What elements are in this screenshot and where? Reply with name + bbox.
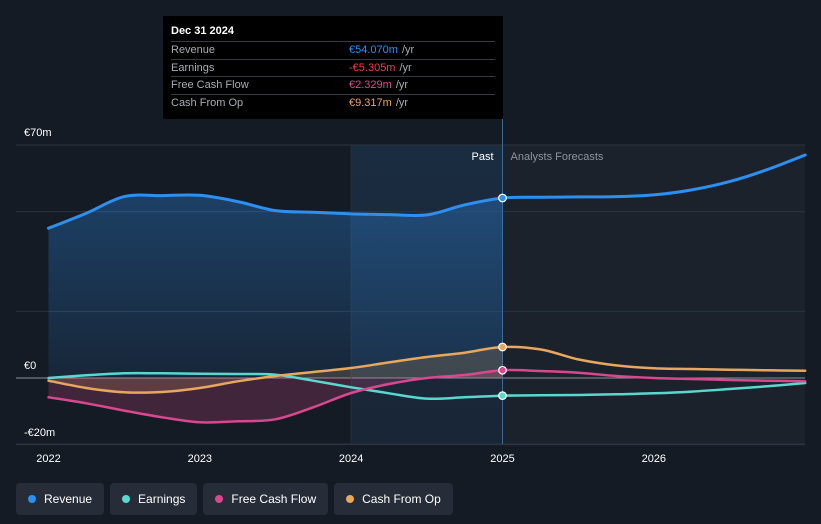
legend-item-free-cash-flow[interactable]: Free Cash Flow bbox=[203, 483, 329, 515]
tooltip-unit: /yr bbox=[401, 44, 415, 56]
marker-earnings bbox=[498, 391, 507, 401]
legend-item-revenue[interactable]: Revenue bbox=[16, 483, 105, 515]
line-cash-from-op bbox=[47, 345, 807, 394]
past-label: Past bbox=[471, 151, 493, 163]
y-tick-label: €0 bbox=[24, 360, 36, 372]
legend-dot-icon bbox=[346, 495, 355, 503]
legend-item-earnings[interactable]: Earnings bbox=[110, 483, 198, 515]
y-tick-label: €70m bbox=[24, 127, 52, 139]
legend-label: Revenue bbox=[44, 492, 93, 506]
tooltip-value: €9.317m bbox=[349, 96, 392, 109]
legend-label: Earnings bbox=[138, 492, 186, 506]
tooltip-label: Earnings bbox=[171, 61, 215, 74]
tooltip-unit: /yr bbox=[395, 96, 409, 109]
marker-free-cash-flow bbox=[498, 365, 507, 375]
tooltip-value: €2.329m bbox=[349, 79, 392, 91]
area-revenue bbox=[48, 194, 503, 378]
area-cash-from-op bbox=[48, 347, 503, 393]
tooltip-label: Cash From Op bbox=[171, 96, 244, 109]
forecast-label: Analysts Forecasts bbox=[511, 151, 604, 163]
tooltip-row-cash-from-op: Cash From Op €9.317m /yr bbox=[171, 93, 495, 112]
tooltip-row-earnings: Earnings -€5.305m /yr bbox=[171, 58, 495, 77]
x-tick-label: 2025 bbox=[490, 453, 514, 465]
tooltip-row-revenue: Revenue €54.070m /yr bbox=[171, 41, 495, 59]
tooltip-date: Dec 31 2024 bbox=[171, 25, 234, 37]
line-free-cash-flow bbox=[47, 368, 807, 424]
tooltip: Dec 31 2024 Revenue €54.070m /yr Earning… bbox=[163, 16, 503, 119]
line-revenue bbox=[47, 153, 807, 230]
legend-dot-icon bbox=[122, 495, 131, 503]
marker-cash-from-op bbox=[498, 342, 507, 352]
forecast-period-band bbox=[502, 145, 805, 444]
tooltip-value: -€5.305m bbox=[349, 61, 396, 74]
marker-revenue bbox=[498, 193, 507, 203]
x-tick-label: 2026 bbox=[642, 453, 666, 465]
y-tick-label: -€20m bbox=[24, 427, 55, 439]
tooltip-row-free-cash-flow: Free Cash Flow €2.329m /yr bbox=[171, 76, 495, 94]
legend-label: Cash From Op bbox=[362, 492, 441, 506]
tooltip-unit: /yr bbox=[399, 61, 412, 74]
tooltip-value: €54.070m bbox=[349, 44, 398, 56]
chart-area: €70m €0 -€20m 2022 2023 2024 2025 2026 Past Analy… bbox=[16, 118, 807, 465]
tooltip-unit: /yr bbox=[395, 79, 409, 91]
legend-dot-icon bbox=[28, 495, 36, 503]
legend-dot-icon bbox=[215, 495, 224, 503]
legend-item-cash-from-op[interactable]: Cash From Op bbox=[334, 483, 453, 515]
x-tick-label: 2023 bbox=[188, 453, 212, 465]
tooltip-label: Revenue bbox=[171, 44, 216, 56]
x-tick-label: 2022 bbox=[36, 453, 60, 465]
legend: Revenue Earnings Free Cash Flow Cash Fro… bbox=[16, 483, 453, 515]
x-tick-label: 2024 bbox=[339, 453, 363, 465]
tooltip-label: Free Cash Flow bbox=[171, 79, 249, 91]
legend-label: Free Cash Flow bbox=[231, 492, 317, 506]
line-earnings bbox=[47, 371, 807, 401]
